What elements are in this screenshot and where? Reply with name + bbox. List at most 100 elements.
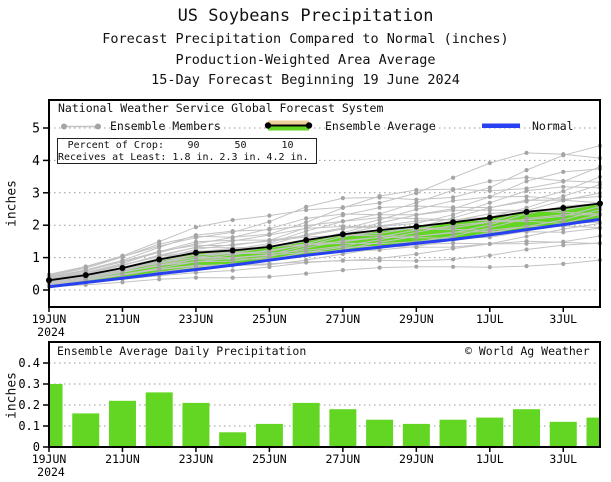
ensemble-member-dot: [487, 228, 492, 233]
daily-precip-bar: [145, 392, 173, 447]
ensemble-member-dot: [230, 238, 235, 243]
ensemble-member-dot: [561, 227, 566, 232]
ensemble-member-dot: [487, 211, 492, 216]
daily-precip-bars: [49, 384, 600, 447]
daily-precip-bar: [292, 402, 320, 447]
ensemble-member-dot: [377, 247, 382, 253]
ensemble-member-dot: [450, 241, 456, 246]
ensemble-member-dot: [524, 241, 529, 246]
x-tick-label: 27JUN: [326, 452, 361, 466]
ensemble-average-dot: [192, 249, 199, 256]
ensemble-member-dot: [524, 179, 529, 184]
y-tick-label: 0.3: [18, 377, 40, 391]
ensemble-member-dot: [487, 188, 492, 193]
daily-precip-bar: [476, 417, 504, 447]
daily-precip-bar: [586, 417, 600, 447]
bottom-chart-title: Ensemble Average Daily Precipitation: [57, 344, 307, 358]
ensemble-member-dot: [304, 248, 309, 253]
page-subtitle-1: Forecast Precipitation Compared to Norma…: [102, 31, 509, 47]
copyright-credit: © World Ag Weather: [465, 344, 590, 358]
ensemble-member-dot: [120, 253, 125, 258]
ensemble-member-dot: [450, 244, 456, 250]
ensemble-member-dot: [193, 270, 199, 275]
y-tick-label: 5: [32, 122, 40, 137]
ensemble-member-dot: [120, 280, 125, 285]
ensemble-member-dot: [377, 220, 382, 226]
receives-at-least-value: 1.8 in.: [172, 152, 215, 163]
page-subtitle-2: Production-Weighted Area Average: [175, 52, 436, 68]
ensemble-member-dot: [340, 205, 345, 210]
ensemble-member-dot: [304, 220, 309, 225]
ensemble-member-dot: [267, 252, 272, 257]
ensemble-member-dot: [414, 212, 419, 217]
ensemble-member-dot: [414, 216, 419, 221]
ensemble-member-dot: [193, 235, 199, 240]
ensemble-average-dot: [523, 208, 530, 215]
ensemble-average-dot: [156, 256, 163, 263]
ensemble-members-legend-label: Ensemble Members: [110, 119, 221, 133]
main-chart-y-axis-title: inches: [4, 180, 20, 227]
x-axis-year-label: 2024: [37, 325, 65, 339]
ensemble-member-dot: [230, 258, 235, 264]
bottom-chart-y-axis-title: inches: [4, 372, 20, 419]
ensemble-member-dot: [377, 241, 382, 246]
main-chart-axes: 0 1 2 3 4 5 19JUN 21JUN 23JUN 25JUN 27JUN 29JUN 1JUL…: [32, 99, 601, 339]
daily-precip-bar: [366, 419, 394, 447]
ensemble-member-dot: [267, 262, 272, 267]
ensemble-member-dot: [304, 207, 309, 213]
ensemble-member-dot: [377, 195, 382, 200]
ensemble-member-dot: [267, 227, 272, 232]
ensemble-member-line: [48, 152, 601, 275]
x-tick-label: 29JUN: [399, 312, 434, 326]
page-subtitle-3: 15-Day Forecast Beginning 19 June 2024: [151, 72, 460, 88]
ensemble-member-dot: [340, 196, 345, 201]
ensemble-average-series: [46, 200, 603, 284]
ensemble-member-dot: [414, 207, 419, 212]
ensemble-member-dot: [561, 239, 566, 244]
ensemble-member-line: [48, 209, 601, 282]
percent-of-crop-value: 10: [281, 140, 294, 151]
x-tick-label: 23JUN: [179, 452, 214, 466]
ensemble-member-dot: [524, 186, 529, 191]
ensemble-member-dot: [230, 217, 235, 223]
ensemble-member-dot: [487, 241, 492, 246]
ensemble-member-dot: [267, 232, 272, 237]
ensemble-member-dot: [487, 265, 492, 270]
ensemble-member-dot: [267, 219, 272, 224]
ensemble-member-dot: [267, 238, 272, 243]
ensemble-member-dot: [157, 277, 162, 282]
ensemble-member-dot: [340, 251, 345, 257]
ensemble-member-dot: [414, 200, 419, 205]
ensemble-member-dot: [524, 247, 529, 252]
ensemble-member-dot: [524, 217, 529, 222]
bottom-chart-axes: 0 0.1 0.2 0.3 0.4 19JUN 21JUN 23JUN 25JUN 27JUN 29…: [18, 341, 601, 479]
ensemble-average-dot: [486, 214, 493, 221]
ensemble-member-dot: [487, 160, 492, 166]
normal-swatch-icon: [482, 123, 520, 128]
ensemble-member-dot: [414, 203, 419, 209]
daily-precip-bar: [72, 413, 100, 447]
ensemble-member-dot: [414, 190, 419, 196]
ensemble-member-dot: [487, 205, 492, 210]
ensemble-member-dot: [304, 223, 309, 228]
ensemble-member-dot: [377, 265, 382, 270]
ensemble-member-dot: [450, 234, 456, 239]
ensemble-member-dot: [377, 205, 382, 210]
x-axis-year-label: 2024: [37, 465, 65, 479]
y-tick-label: 0.2: [18, 398, 40, 412]
ensemble-average-line: [48, 202, 601, 282]
daily-precip-bar: [329, 409, 357, 447]
ensemble-member-dot: [304, 216, 309, 221]
ensemble-member-dot: [193, 263, 199, 269]
x-tick-label: 21JUN: [105, 312, 140, 326]
ensemble-average-dot: [450, 219, 457, 226]
ensemble-average-legend-label: Ensemble Average: [325, 119, 436, 133]
ensemble-member-dot: [524, 234, 529, 239]
bottom-chart-gridlines: [49, 362, 600, 427]
ensemble-member-dot: [561, 184, 566, 189]
daily-precip-bar: [49, 384, 63, 447]
y-tick-label: 2: [32, 219, 40, 234]
ensemble-member-dot: [340, 239, 345, 244]
ensemble-member-dot: [561, 194, 566, 199]
ensemble-member-dot: [304, 204, 309, 209]
